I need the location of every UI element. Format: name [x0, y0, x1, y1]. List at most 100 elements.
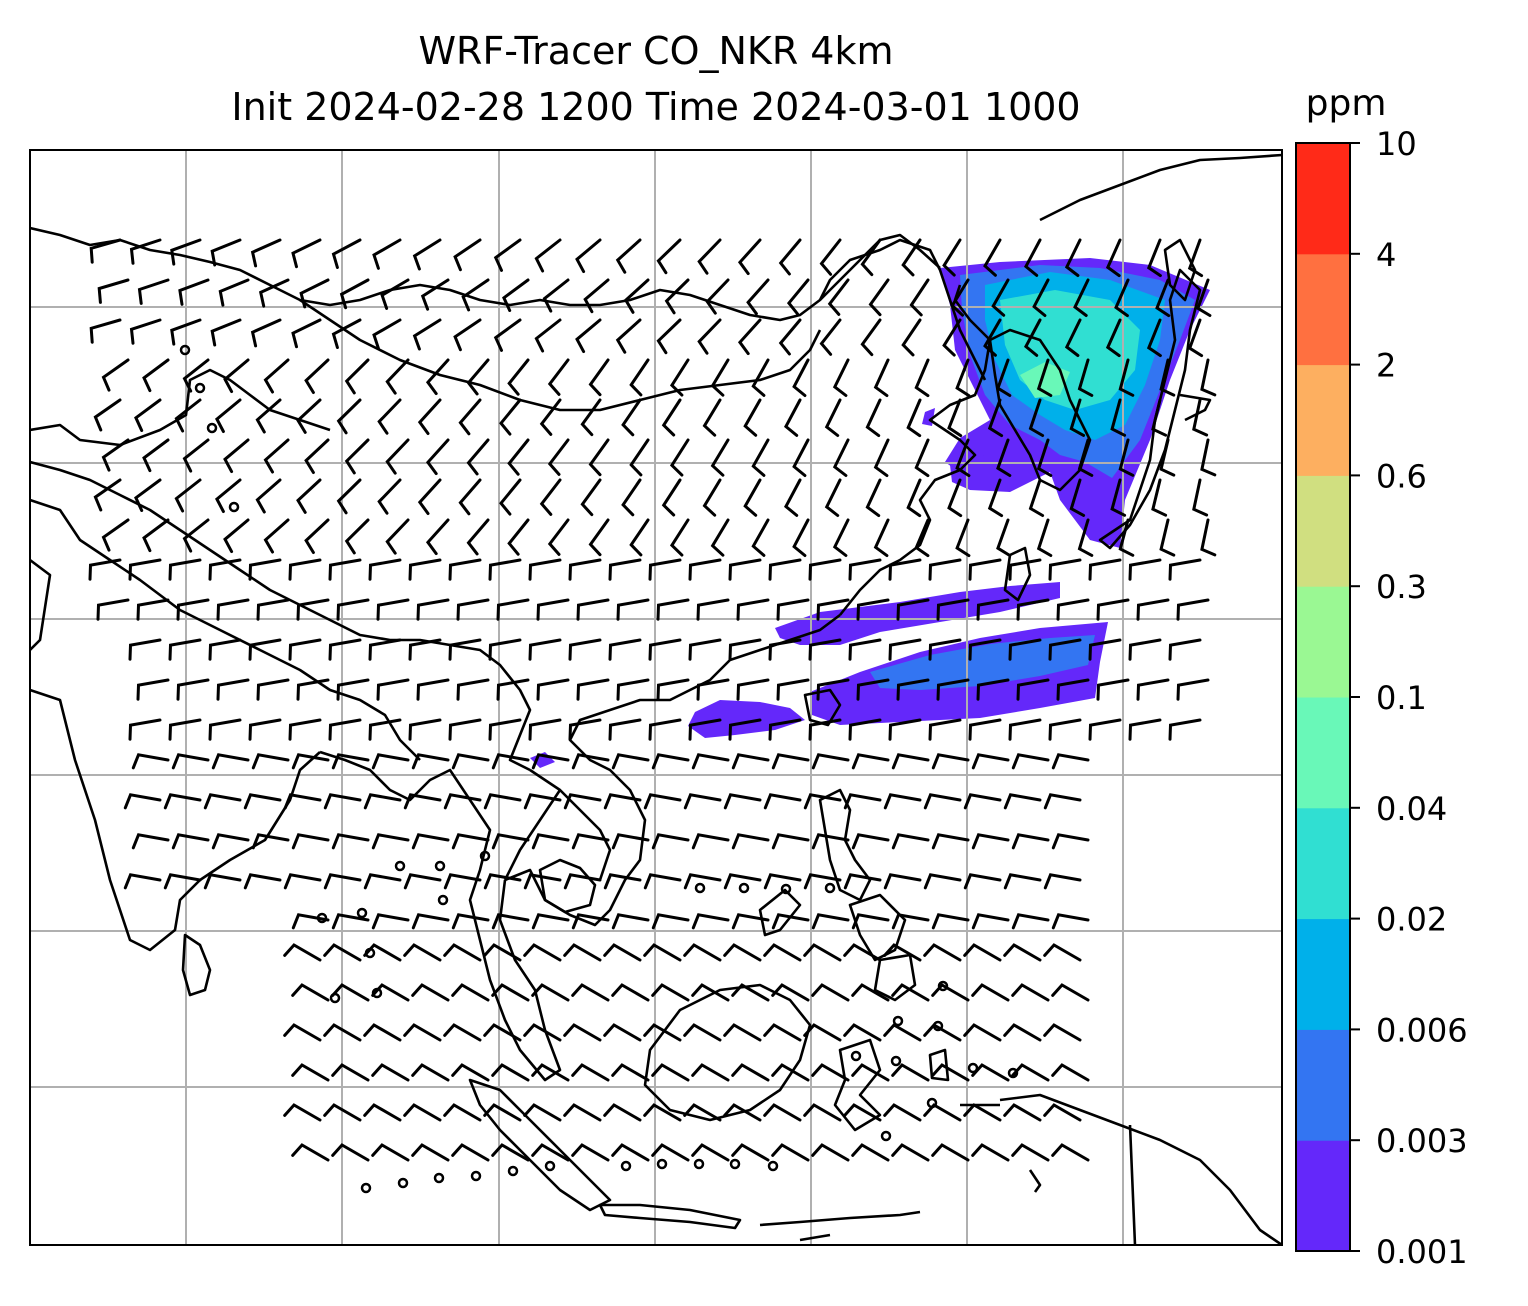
wind-barb: [803, 1023, 842, 1042]
wind-barb: [134, 398, 162, 432]
wind-barb: [331, 238, 362, 269]
wind-barb: [137, 278, 170, 305]
wind-barb: [243, 873, 282, 890]
wind-barb: [576, 598, 610, 621]
wind-barb-calm: [394, 860, 406, 872]
wind-barb-calm: [479, 850, 491, 862]
wind-barb: [792, 438, 810, 477]
wind-barb: [377, 398, 402, 435]
wind-barb: [928, 718, 962, 741]
wind-barb: [129, 238, 162, 265]
wind-barb: [1051, 833, 1090, 850]
wind-barb: [377, 478, 402, 515]
wind-barb: [371, 1063, 410, 1082]
wind-barb: [1176, 598, 1210, 621]
wind-barb: [563, 943, 602, 962]
wind-barb: [768, 638, 802, 661]
wind-barb: [216, 678, 250, 701]
wind-barb: [851, 983, 890, 1002]
wind-barb: [1146, 318, 1162, 358]
wind-barb: [368, 718, 402, 741]
wind-barb: [883, 1103, 922, 1122]
wind-barb: [1011, 983, 1050, 1002]
wind-barb: [575, 238, 602, 274]
colorbar-tick-label: 10: [1376, 125, 1417, 163]
wind-barb: [723, 1103, 762, 1122]
wind-barb: [971, 1063, 1010, 1082]
wind-barb: [493, 238, 522, 272]
wind-barb: [385, 438, 410, 475]
wind-barb: [669, 438, 690, 477]
wind-barb: [723, 1023, 762, 1042]
wind-barb: [1016, 678, 1050, 701]
wind-barb: [491, 753, 530, 770]
wind-barb: [323, 943, 362, 962]
wind-barb: [688, 718, 722, 741]
wind-barb: [688, 638, 722, 661]
wind-barb: [1151, 478, 1168, 517]
wind-barb: [987, 478, 1004, 518]
wind-barb: [1064, 238, 1082, 277]
wind-barb-calm: [937, 980, 949, 992]
wind-barb-calm: [729, 1158, 741, 1170]
wind-barb: [408, 718, 442, 741]
wind-barb-calm: [880, 1130, 892, 1142]
wind-barb: [363, 873, 402, 890]
wind-barb: [451, 913, 490, 930]
wind-barb: [174, 478, 202, 513]
wind-barb: [547, 518, 570, 556]
wind-barbs: [88, 238, 1217, 1194]
wind-barb: [1036, 438, 1053, 477]
wind-barb: [1043, 793, 1082, 810]
wind-barb: [323, 1023, 362, 1042]
wind-barb-calm: [780, 883, 792, 895]
wind-barb: [705, 278, 730, 315]
wind-barb: [291, 753, 330, 770]
wind-barb: [656, 678, 690, 701]
wind-barb: [856, 678, 890, 701]
wind-barb: [583, 278, 610, 314]
colorbar-tick-label: 0.003: [1376, 1122, 1468, 1160]
wind-barb: [696, 598, 730, 621]
coast-sri-lanka: [181, 933, 212, 997]
wind-barb: [251, 753, 290, 770]
coast-japan: [1098, 268, 1202, 550]
wind-barb: [411, 983, 450, 1002]
colorbar-segment: [1296, 253, 1350, 366]
wind-barb: [371, 913, 410, 930]
wind-barb: [211, 833, 250, 850]
wind-barb: [466, 518, 490, 556]
wind-barb: [403, 793, 442, 810]
wind-barb: [131, 753, 170, 770]
wind-barb-calm: [360, 1182, 372, 1194]
wind-barb: [215, 398, 242, 433]
chart-title-line2: Init 2024-02-28 1200 Time 2024-03-01 100…: [231, 85, 1081, 129]
wind-barb: [123, 873, 162, 890]
wind-barb: [1187, 238, 1204, 278]
wind-barb: [955, 518, 971, 558]
wind-barb: [331, 753, 370, 770]
wind-barb: [776, 678, 810, 701]
wind-barb: [534, 238, 562, 273]
wind-barb: [283, 1103, 322, 1122]
wind-barb: [808, 638, 842, 661]
wind-barb: [832, 438, 850, 477]
wind-barb: [1088, 638, 1122, 661]
wind-barb: [420, 278, 450, 311]
wind-barb: [1048, 558, 1082, 581]
wind-barb: [1110, 478, 1127, 517]
colorbar-tick-label: 0.6: [1376, 457, 1427, 495]
wind-barb: [843, 943, 882, 962]
wind-barb: [531, 833, 570, 850]
wind-barb: [691, 753, 730, 770]
wind-barb: [576, 678, 610, 701]
wind-barb: [412, 238, 442, 271]
wind-barb: [456, 678, 490, 701]
wind-barb: [848, 718, 882, 741]
wind-barb: [616, 598, 650, 621]
wind-barb: [664, 278, 690, 315]
wind-barb: [483, 873, 522, 890]
wind-barb: [1096, 598, 1130, 621]
wind-barb: [976, 678, 1010, 701]
wind-barb: [216, 598, 250, 621]
